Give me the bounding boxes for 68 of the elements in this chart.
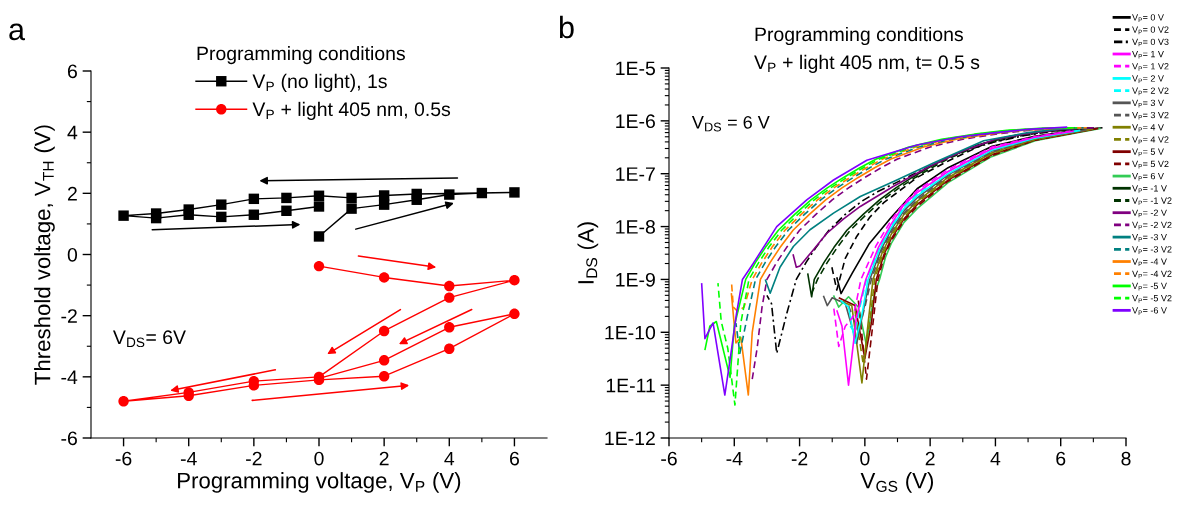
legend-label: V$_{P}$= 0 V2 [1132,26,1169,35]
legend-label: V$_{P}$= 1 V [1132,50,1164,59]
chart-title: a [9,23,25,41]
x-tick-label: 4 [990,451,1001,466]
y-axis-title: I$_{DS}$ (A) [577,222,599,284]
y-tick-label: -6 [61,431,77,446]
x-tick-label: -4 [180,451,197,466]
x-tick-label: 0 [314,451,324,466]
x-tick-label: -6 [661,451,677,466]
legend-label: V$_{P}$= 3 V [1132,99,1164,108]
legend-label: V$_{P}$= -3 V [1132,233,1167,242]
annotation: V$_{DS}$= 6V [112,330,186,348]
legend-label: V$_{P}$ (no light), 1s [252,73,387,92]
legend-label: V$_{P}$= -5 V2 [1132,294,1172,303]
y-tick-label: 6 [67,64,77,79]
y-axis-title: Threshold voltage, V$_{TH}$ (V) [34,125,55,385]
legend-label: V$_{P}$= -1 V2 [1132,197,1172,206]
legend-label: V$_{P}$= 0 V3 [1132,38,1169,47]
x-tick-label: -2 [791,451,808,466]
x-tick-label: -2 [246,451,262,466]
text: Programming conditions [755,26,963,46]
legend-label: V$_{P}$= 6 V [1132,172,1164,181]
x-axis-title: Programming voltage, V$_{P}$ (V) [178,472,461,493]
legend-label: V$_{P}$= 0 V [1132,14,1164,22]
legend-label: V$_{P}$ + light 405 nm, 0.5s [252,101,451,120]
y-tick-label: 4 [67,125,78,140]
legend-label: V$_{P}$= 1 V2 [1132,63,1169,71]
x-tick-label: 6 [510,451,519,466]
legend-label: V$_{P}$= 4 V [1132,124,1164,132]
legend-label: V$_{P}$= -5 V [1132,282,1167,291]
y-tick-label: 1E-8 [616,220,655,234]
y-tick-label: -2 [61,309,77,323]
x-tick-label: 6 [1056,451,1066,466]
y-tick-label: 1E-5 [616,61,655,76]
x-tick-label: -6 [115,451,132,466]
legend-title: Programming conditions [197,46,405,65]
legend-label: V$_{P}$= 4 V2 [1132,136,1169,145]
x-tick-label: 2 [379,451,389,466]
x-tick-label: 0 [860,451,870,466]
y-tick-label: 1E-6 [616,114,655,129]
legend-label: V$_{P}$= -4 V [1132,258,1167,267]
legend-label: V$_{P}$= -1 V [1132,185,1167,193]
legend-label: V$_{P}$= 5 V [1132,148,1164,157]
y-tick-label: 1E-7 [616,167,655,181]
annotation: V$_{DS}$ = 6 V [691,115,770,132]
legend-label: V$_{P}$= -2 V2 [1132,221,1172,230]
x-tick-label: 2 [925,451,935,466]
annotation: V$_{P}$ + light 405 nm, t= 0.5 s [754,54,980,73]
y-tick-label: 1E-11 [606,378,655,393]
legend-label: V$_{P}$= -6 V [1132,307,1167,315]
x-tick-label: 8 [1121,451,1131,466]
y-tick-label: 1E-10 [605,325,656,340]
x-axis-title: V$_{GS}$ (V) [860,472,934,493]
legend-label: V$_{P}$= -3 V2 [1132,246,1172,254]
legend-label: V$_{P}$= 3 V2 [1132,111,1169,120]
legend-label: V$_{P}$= 5 V2 [1132,160,1169,169]
legend-label: V$_{P}$= 2 V2 [1132,87,1169,96]
y-tick-label: 0 [67,247,78,262]
y-tick-label: 1E-9 [616,272,655,287]
x-tick-label: 4 [444,451,455,466]
y-tick-label: -4 [61,370,78,384]
legend-label: V$_{P}$= 2 V [1132,75,1164,83]
legend-label: V$_{P}$= -4 V2 [1132,270,1172,279]
chart-title: b [559,15,574,39]
x-tick-label: -4 [726,451,743,466]
y-tick-label: 2 [67,186,77,201]
legend-label: V$_{P}$= -2 V [1132,209,1167,218]
y-tick-label: 1E-12 [605,431,655,446]
